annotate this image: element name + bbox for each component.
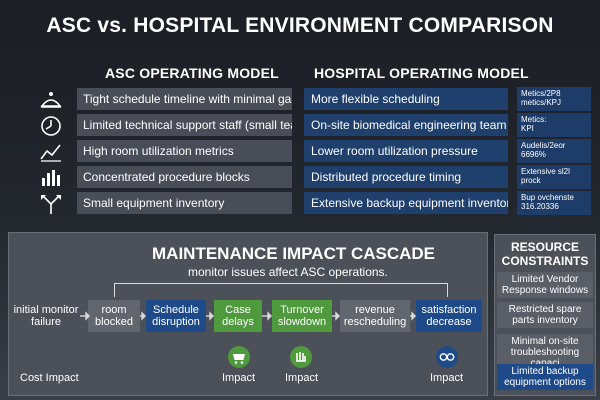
cascade-arrows (80, 311, 416, 321)
metric-line: Extensive sl2l (521, 167, 570, 176)
resource-item: Limited backup equipment options (497, 364, 593, 390)
cascade-node: satisfaction decrease (416, 300, 482, 332)
node-line: rescheduling (343, 316, 407, 328)
cascade-subtitle: monitor issues affect ASC operations. (188, 265, 388, 279)
glasses-icon (436, 346, 458, 368)
metric-line: prock (521, 176, 541, 185)
impact-label: Impact (222, 372, 256, 384)
metric-cell: Audelis/2eor 6696% (517, 139, 591, 163)
asc-cell: Small equipment inventory (77, 192, 292, 214)
resource-line: equipment options (504, 377, 586, 388)
bar-chart-icon (38, 166, 64, 190)
node-line: Case (225, 304, 251, 316)
metric-line: metics/KPJ (521, 98, 562, 107)
node-line: slowdown (277, 316, 327, 328)
scale-icon (38, 88, 64, 112)
cascade-node: Schedule disruption (146, 300, 206, 332)
hospital-cell: Extensive backup equipment inventory (304, 192, 508, 214)
asc-cell: High room utilization metrics (77, 140, 292, 162)
node-line: Schedule (153, 304, 199, 316)
cascade-node: initial monitor failure (8, 300, 84, 332)
metric-line: Bup ovchenste (521, 193, 574, 202)
cascade-node: Turnover slowdown (272, 300, 332, 332)
asc-cell: Limited technical support staff (small t… (77, 114, 292, 136)
metric-cell: Metics/2P8 metics/KPJ (517, 87, 591, 111)
metric-cell: Metics: KPI (517, 113, 591, 137)
comparison-row: Concentrated procedure blocks Distribute… (0, 165, 600, 190)
metric-cell: Bup ovchenste 316.20336 (517, 191, 591, 215)
asc-heading: ASC OPERATING MODEL (105, 65, 279, 81)
metric-line: Metics: (521, 115, 547, 124)
resource-line: Limited backup (511, 366, 579, 377)
hand-icon (290, 346, 312, 368)
metric-line: Audelis/2eor (521, 141, 566, 150)
hospital-cell: More flexible scheduling (304, 88, 508, 110)
impact-label: Impact (430, 372, 464, 384)
resource-line: Response windows (501, 285, 589, 296)
resource-title-line: RESOURCE (510, 240, 579, 254)
hospital-cell: Distributed procedure timing (304, 166, 508, 188)
comparison-row: Tight schedule timeline with minimal gap… (0, 87, 600, 112)
asc-cell: Concentrated procedure blocks (77, 166, 292, 188)
cascade-title: MAINTENANCE IMPACT CASCADE (152, 244, 436, 263)
resource-title: RESOURCE CONSTRAINTS (494, 240, 596, 268)
node-line: disruption (152, 316, 200, 328)
resource-line: Restricted spare (508, 304, 582, 315)
comparison-row: Small equipment inventory Extensive back… (0, 191, 600, 216)
hospital-heading: HOSPITAL OPERATING MODEL (314, 65, 529, 81)
metric-line: KPI (521, 124, 534, 133)
hospital-cell: On-site biomedical engineering team (304, 114, 508, 136)
metric-line: 6696% (521, 150, 546, 159)
resource-line: Minimal on-site (511, 336, 579, 347)
node-line: satisfaction (421, 304, 477, 316)
cascade-node: room blocked (88, 300, 140, 332)
metric-line: 316.20336 (521, 202, 559, 211)
node-line: delays (222, 316, 254, 328)
split-arrows-icon (38, 192, 64, 216)
resource-title-line: CONSTRAINTS (501, 254, 589, 268)
impact-label: Cost Impact (20, 372, 79, 384)
resource-item: Limited Vendor Response windows (497, 272, 593, 298)
cart-icon (228, 346, 250, 368)
metric-line: Metics/2P8 (521, 89, 561, 98)
resource-line: troubleshooting capaci (510, 347, 580, 369)
page-title: ASC vs. HOSPITAL ENVIRONMENT COMPARISON (46, 14, 554, 37)
resource-line: parts inventory (512, 315, 578, 326)
resource-line: Limited Vendor (511, 274, 579, 285)
cascade-node: Case delays (214, 300, 262, 332)
hospital-cell: Lower room utilization pressure (304, 140, 508, 162)
comparison-row: Limited technical support staff (small t… (0, 113, 600, 138)
node-line: initial monitor (13, 304, 79, 316)
node-line: room (101, 304, 127, 316)
node-line: decrease (426, 316, 472, 328)
asc-cell: Tight schedule timeline with minimal gap… (77, 88, 292, 110)
trend-line-icon (38, 140, 64, 164)
comparison-row: High room utilization metrics Lower room… (0, 139, 600, 164)
cascade-bracket (114, 283, 448, 297)
resource-item: Restricted spare parts inventory (497, 302, 593, 328)
impact-label: Impact (285, 372, 319, 384)
cascade-node: revenue rescheduling (340, 300, 410, 332)
node-line: Turnover (280, 304, 324, 316)
node-line: blocked (95, 316, 133, 328)
clock-icon (38, 114, 64, 138)
metric-cell: Extensive sl2l prock (517, 165, 591, 189)
node-line: failure (31, 316, 61, 328)
node-line: revenue (355, 304, 395, 316)
